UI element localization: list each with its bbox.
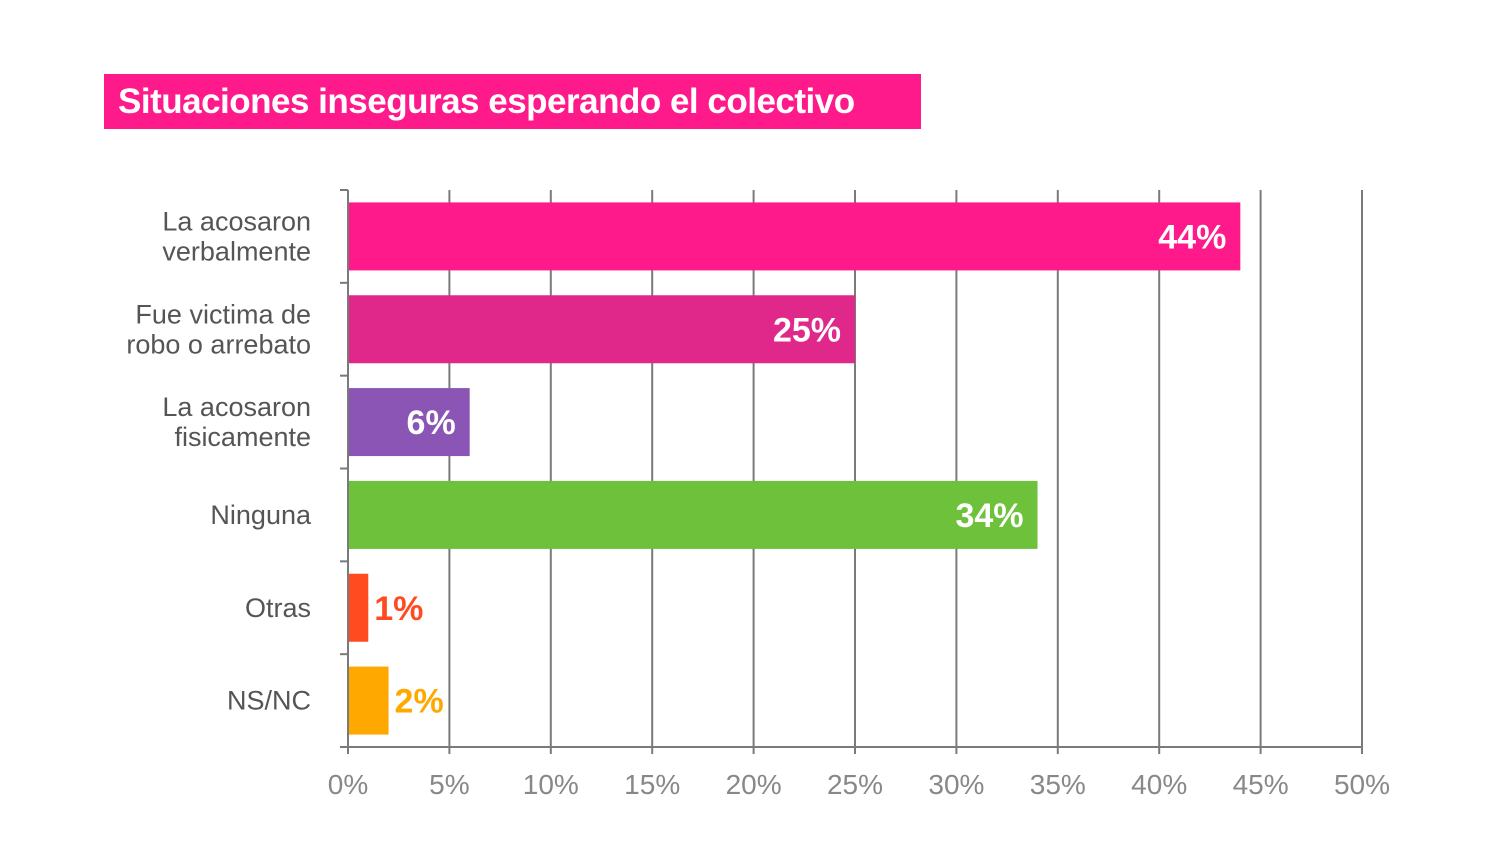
x-tick-label: 5% (429, 769, 469, 800)
category-label: NS/NC (227, 686, 311, 716)
bar (349, 573, 369, 642)
bar-value-label: 25% (773, 311, 841, 349)
chart-title-box: Situaciones inseguras esperando el colec… (104, 74, 921, 129)
x-tick-label: 30% (928, 769, 984, 800)
category-label: Fue victima de (135, 299, 311, 329)
category-label: Otras (245, 593, 311, 623)
bar-value-label: 2% (395, 683, 444, 721)
x-tick-label: 0% (328, 769, 368, 800)
bar (349, 480, 1038, 549)
category-label: La acosaron (162, 206, 311, 236)
bar (349, 388, 470, 457)
category-label: verbalmente (162, 236, 311, 266)
bar-value-label: 1% (374, 590, 423, 628)
category-label: fisicamente (174, 422, 311, 452)
bar (349, 295, 855, 364)
x-tick-label: 25% (827, 769, 883, 800)
bar-value-label: 6% (407, 404, 456, 442)
chart-title: Situaciones inseguras esperando el colec… (118, 81, 855, 121)
category-label: Ninguna (210, 500, 312, 530)
x-tick-label: 35% (1030, 769, 1086, 800)
bar (349, 666, 389, 735)
bar-value-label: 34% (955, 497, 1023, 535)
x-tick-label: 50% (1334, 769, 1390, 800)
x-tick-label: 10% (523, 769, 579, 800)
x-tick-label: 20% (726, 769, 782, 800)
bar-value-label: 44% (1158, 218, 1226, 256)
category-label: La acosaron (162, 392, 311, 422)
x-tick-label: 40% (1131, 769, 1187, 800)
x-tick-label: 45% (1233, 769, 1289, 800)
category-label: robo o arrebato (126, 329, 311, 359)
x-tick-label: 15% (624, 769, 680, 800)
bar (349, 202, 1241, 271)
